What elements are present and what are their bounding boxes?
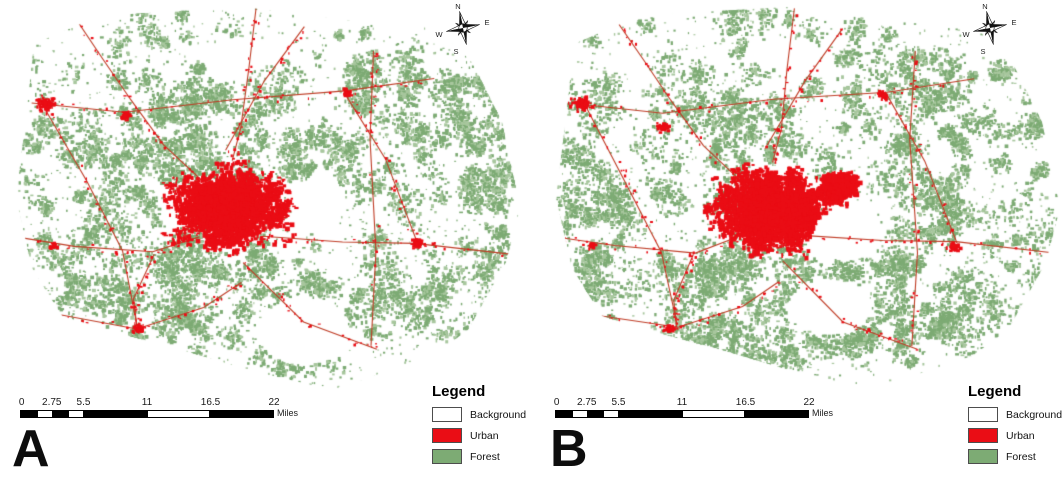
legend-label: Forest (1006, 450, 1036, 463)
scalebar-tick-label: 5.5 (611, 397, 626, 408)
panel-b: N E S W 0 2.75 5.5 11 16.5 22 (540, 0, 1064, 480)
scalebar-segment (745, 411, 808, 417)
scalebar-tick-label: 0 (553, 397, 560, 408)
scalebar-tick-labels: 0 2.75 5.5 11 16.5 22 (553, 397, 815, 410)
scalebar-segment (68, 411, 84, 417)
classified-map-b (544, 0, 1064, 392)
scalebar-unit-label: Miles (812, 408, 834, 418)
legend-swatch-urban (968, 428, 998, 443)
scalebar-segment (682, 411, 745, 417)
scalebar-tick-label: 11 (676, 397, 688, 408)
compass-label-w: W (962, 30, 970, 39)
legend-label: Urban (470, 429, 499, 442)
scalebar-bar (555, 410, 809, 418)
scalebar-tick-labels: 0 2.75 5.5 11 16.5 22 (18, 397, 280, 410)
scalebar-tick-label: 0 (18, 397, 25, 408)
scalebar-tick-label: 22 (803, 397, 815, 408)
legend-title: Legend (432, 383, 486, 400)
legend-item-urban: Urban (968, 428, 1064, 443)
legend-label: Background (1006, 408, 1063, 421)
scalebar-tick-label: 2.75 (577, 397, 597, 408)
compass-star-icon: N E S W (435, 2, 489, 56)
scalebar-unit-label: Miles (277, 408, 299, 418)
legend-item-background: Background (432, 407, 552, 422)
legend-swatch-urban (432, 428, 462, 443)
scalebar-tick-label: 11 (141, 397, 153, 408)
compass-label-n: N (455, 2, 460, 11)
compass-label-s: S (453, 47, 458, 56)
compass-label-e: E (1011, 18, 1016, 27)
legend-title: Legend (968, 383, 1022, 400)
legend-a: Legend Background Urban Forest (432, 383, 552, 470)
legend-swatch-forest (432, 449, 462, 464)
legend-item-forest: Forest (432, 449, 552, 464)
scalebar-bar (20, 410, 274, 418)
legend-b: Legend Background Urban Forest (968, 383, 1064, 470)
scalebar-segment (21, 411, 37, 417)
legend-item-urban: Urban (432, 428, 552, 443)
compass-label-w: W (435, 30, 443, 39)
legend-item-background: Background (968, 407, 1064, 422)
legend-label: Urban (1006, 429, 1035, 442)
panel-label-b: B (550, 420, 588, 478)
scalebar-tick-label: 2.75 (42, 397, 62, 408)
compass-star-icon: N E S W (962, 2, 1016, 56)
scalebar-tick-label: 16.5 (735, 397, 756, 408)
compass-rose-a: N E S W (435, 0, 491, 56)
scalebar-segment (52, 411, 69, 417)
panel-label-a: A (12, 420, 50, 478)
panel-a: N E S W 0 2.75 5.5 11 16.5 22 (4, 0, 528, 478)
scalebar-segment (210, 411, 273, 417)
legend-swatch-background (968, 407, 998, 422)
scalebar-segment (603, 411, 619, 417)
compass-rose-b: N E S W (962, 0, 1018, 56)
scalebar-tick-label: 5.5 (76, 397, 91, 408)
scalebar-segment (36, 411, 53, 417)
scalebar-segment (147, 411, 210, 417)
scalebar-tick-label: 16.5 (200, 397, 221, 408)
scalebar-segment (587, 411, 604, 417)
legend-item-forest: Forest (968, 449, 1064, 464)
scalebar-b: 0 2.75 5.5 11 16.5 22 Miles (553, 397, 833, 423)
legend-swatch-forest (968, 449, 998, 464)
compass-label-n: N (982, 2, 987, 11)
legend-label: Forest (470, 450, 500, 463)
compass-label-e: E (484, 18, 489, 27)
legend-label: Background (470, 408, 527, 421)
scalebar-tick-label: 22 (268, 397, 280, 408)
classified-map-a (4, 0, 528, 392)
compass-label-s: S (980, 47, 985, 56)
scalebar-segment (571, 411, 588, 417)
scalebar-a: 0 2.75 5.5 11 16.5 22 Miles (18, 397, 298, 423)
legend-swatch-background (432, 407, 462, 422)
scalebar-segment (619, 411, 682, 417)
scalebar-segment (84, 411, 147, 417)
scalebar-segment (556, 411, 572, 417)
